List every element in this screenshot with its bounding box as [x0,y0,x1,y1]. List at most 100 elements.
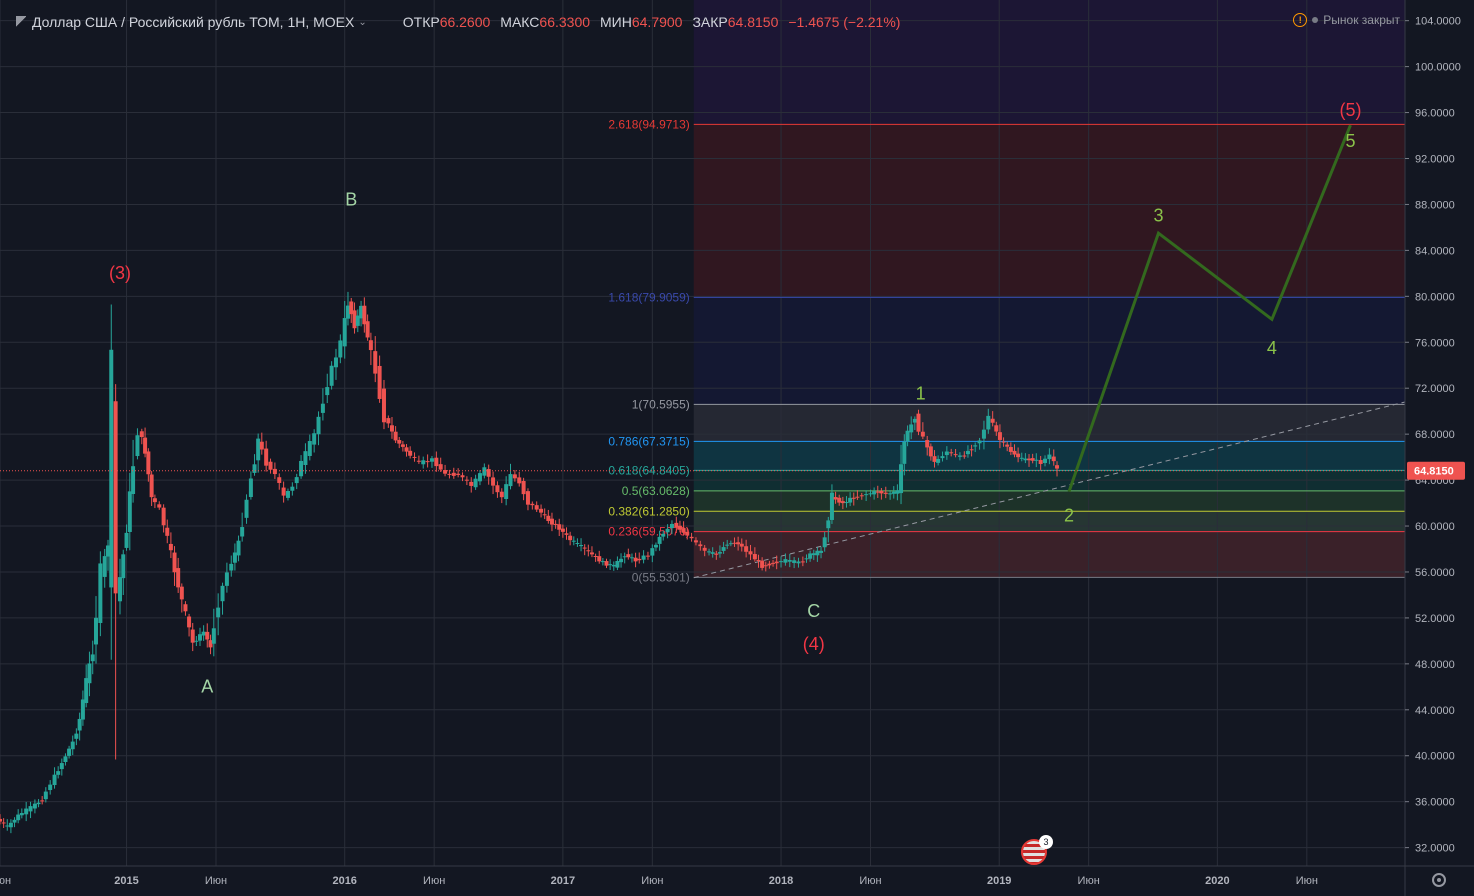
candle-body [105,545,110,557]
y-tick-label: 96.0000 [1415,108,1455,120]
candle-body [285,490,290,498]
candle-body [1016,453,1021,458]
candle-body [909,424,914,433]
wave-label: 5 [1345,131,1355,151]
candle-body [560,528,565,532]
candle-body [928,446,933,457]
candle-body [40,800,45,802]
x-tick-label: Июн [641,875,663,887]
candle-body [1030,458,1035,461]
candle-body [381,388,386,423]
y-tick-label: 52.0000 [1415,613,1455,625]
candle-body [24,808,29,815]
candle-body [303,451,308,466]
candle-body [168,543,173,551]
change-value: −1.4675 (−2.21%) [788,14,901,30]
last-price-tag [1407,461,1465,480]
candle-body [698,544,703,547]
symbol-title[interactable]: Доллар США / Российский рубль ТОМ, 1Н, M… [32,14,355,30]
candle-body [534,505,539,510]
candle-body [629,557,634,559]
candle-body [429,458,434,462]
candle-body [525,491,530,505]
chart-header: Доллар США / Российский рубль ТОМ, 1Н, M… [0,0,1404,44]
candle-body [157,504,162,508]
candle-body [633,557,638,562]
x-tick-label: 2020 [1205,875,1229,887]
candle-body [5,825,10,827]
candle-body [408,450,413,456]
market-status[interactable]: ! Рынок закрыт [1293,13,1400,27]
last-price-tag-label: 64.8150 [1414,466,1454,478]
candle-body [689,536,694,539]
x-tick-label: 2018 [769,875,793,887]
candle-body [962,455,967,457]
candle-body [1019,457,1024,459]
candle-body [674,522,679,528]
candle-body [965,450,970,455]
candle-body [714,553,719,555]
candle-body [811,553,816,556]
candle-body [52,774,57,786]
economic-event-badge[interactable]: 3 [1021,835,1053,865]
candle-body [416,460,421,462]
candle-body [146,451,151,475]
y-tick-label: 40.0000 [1415,751,1455,763]
candle-body [491,477,496,486]
candle-body [256,438,261,461]
candle-body [693,540,698,543]
candle-body [268,461,273,470]
candle-body [338,340,343,358]
y-tick-label: 72.0000 [1415,383,1455,395]
x-tick-label: Июн [1296,875,1318,887]
candles-group [0,291,1060,834]
candle-body [397,440,402,444]
settings-gear-icon[interactable] [1432,873,1446,887]
wave-label: (5) [1339,100,1361,120]
low-label: МИН [600,14,632,30]
candle-body [316,416,321,435]
candle-body [571,540,576,542]
open-label: ОТКР [402,14,440,30]
candle-body [1051,456,1056,462]
fib-level-label-0.786: 0.786(67.3715) [608,434,689,448]
fib-zone-0.382 [693,490,1405,512]
candle-body [710,552,715,554]
chevron-down-icon[interactable]: ⌄ [358,16,367,28]
candle-body [312,433,317,445]
candle-body [787,559,792,562]
low-value: 64.7900 [631,14,683,30]
candle-body [165,527,170,536]
candle-body [969,449,974,451]
candle-body [925,440,930,448]
candle-body [760,560,765,568]
x-tick-label: Июн [1078,875,1100,887]
candle-body [597,556,602,562]
candle-body [109,349,114,588]
candle-body [936,458,941,463]
candle-body [589,552,594,555]
candle-body [43,791,48,800]
candle-body [615,560,620,568]
candle-body [36,802,41,805]
y-tick-label: 100.0000 [1415,62,1461,74]
candle-body [386,418,391,424]
candle-body [469,481,474,486]
candle-body [657,536,662,544]
candle-body [320,403,325,413]
candle-body [28,806,33,812]
candle-body [294,477,299,484]
candle-body [553,523,558,525]
candle-body [244,499,249,518]
candle-body [702,547,707,551]
candle-body [859,495,864,497]
candle-body [216,607,221,618]
candle-body [844,502,849,504]
candle-body [352,310,357,329]
candle-body [19,812,24,816]
candle-body [717,552,722,554]
y-tick-label: 60.0000 [1415,521,1455,533]
collapse-flag-icon[interactable] [16,16,26,28]
candle-body [248,478,253,498]
